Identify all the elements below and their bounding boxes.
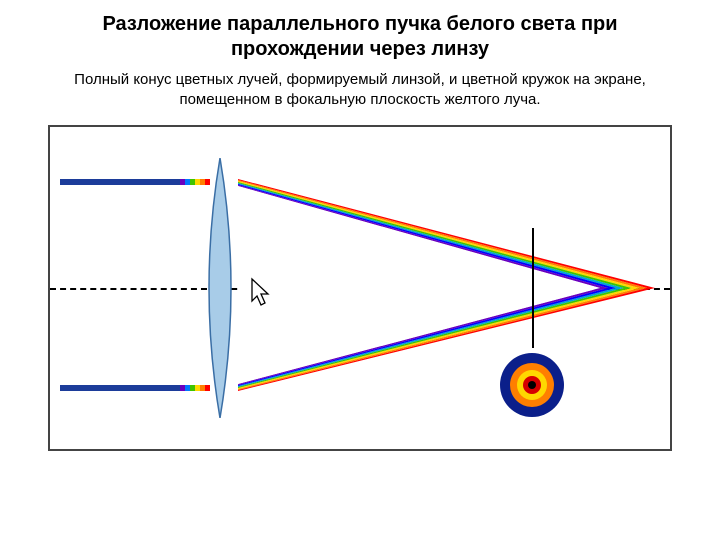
pointer-icon <box>246 277 274 316</box>
diagram-frame <box>48 125 672 451</box>
page-subtitle: Полный конус цветных лучей, формируемый … <box>0 66 720 117</box>
page-title: Разложение параллельного пучка белого св… <box>0 0 720 66</box>
incoming-ray-top <box>60 179 210 185</box>
incoming-ray-bottom <box>60 385 210 391</box>
convex-lens <box>198 158 242 418</box>
focal-screen <box>532 228 534 348</box>
dispersion-cone <box>238 127 672 449</box>
